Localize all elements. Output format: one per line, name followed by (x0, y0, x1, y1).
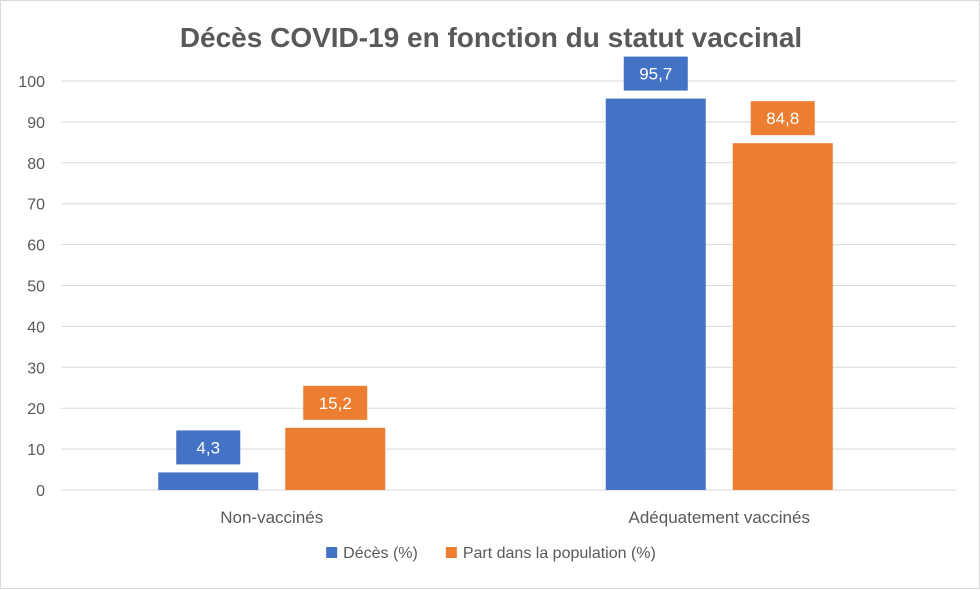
data-label: 95,7 (639, 65, 672, 84)
y-tick-label: 10 (27, 442, 45, 459)
legend-swatch (326, 547, 338, 558)
data-label: 15,2 (319, 394, 352, 413)
bars: 4,3 15,2 95,7 84,8 (158, 56, 833, 490)
legend-swatch (445, 547, 457, 558)
bar (732, 143, 833, 490)
data-label-box (303, 385, 368, 420)
y-tick-label: 80 (27, 156, 45, 173)
data-label-box (176, 430, 241, 465)
y-tick-label: 70 (27, 197, 45, 214)
legend-item: Part dans la population (%) (445, 545, 656, 562)
data-label: 84,8 (766, 109, 799, 128)
legend-label: Décès (%) (343, 545, 418, 562)
y-tick-label: 60 (27, 238, 45, 255)
x-category-label: Non-vaccinés (220, 508, 323, 527)
y-tick-label: 50 (27, 279, 45, 296)
data-label: 4,3 (196, 438, 220, 457)
x-axis-categories: Non-vaccinés Adéquatement vaccinés (220, 508, 810, 527)
legend: Décès (%) Part dans la population (%) (326, 545, 656, 562)
data-label-box (750, 101, 815, 136)
y-tick-label: 90 (27, 115, 45, 132)
legend-label: Part dans la population (%) (463, 545, 656, 562)
y-tick-label: 40 (27, 319, 45, 336)
bar (158, 472, 259, 490)
y-axis-ticks: 0 10 20 30 40 50 60 70 80 90 100 (18, 74, 45, 500)
bar (605, 98, 706, 490)
legend-item: Décès (%) (326, 545, 418, 562)
y-tick-label: 20 (27, 401, 45, 418)
y-tick-label: 0 (36, 483, 45, 500)
y-tick-label: 30 (27, 360, 45, 377)
chart-title: Décès COVID-19 en fonction du statut vac… (180, 22, 802, 53)
bar (285, 427, 386, 490)
y-tick-label: 100 (18, 74, 45, 91)
x-category-label: Adéquatement vaccinés (629, 508, 810, 527)
data-label-box (623, 56, 688, 91)
